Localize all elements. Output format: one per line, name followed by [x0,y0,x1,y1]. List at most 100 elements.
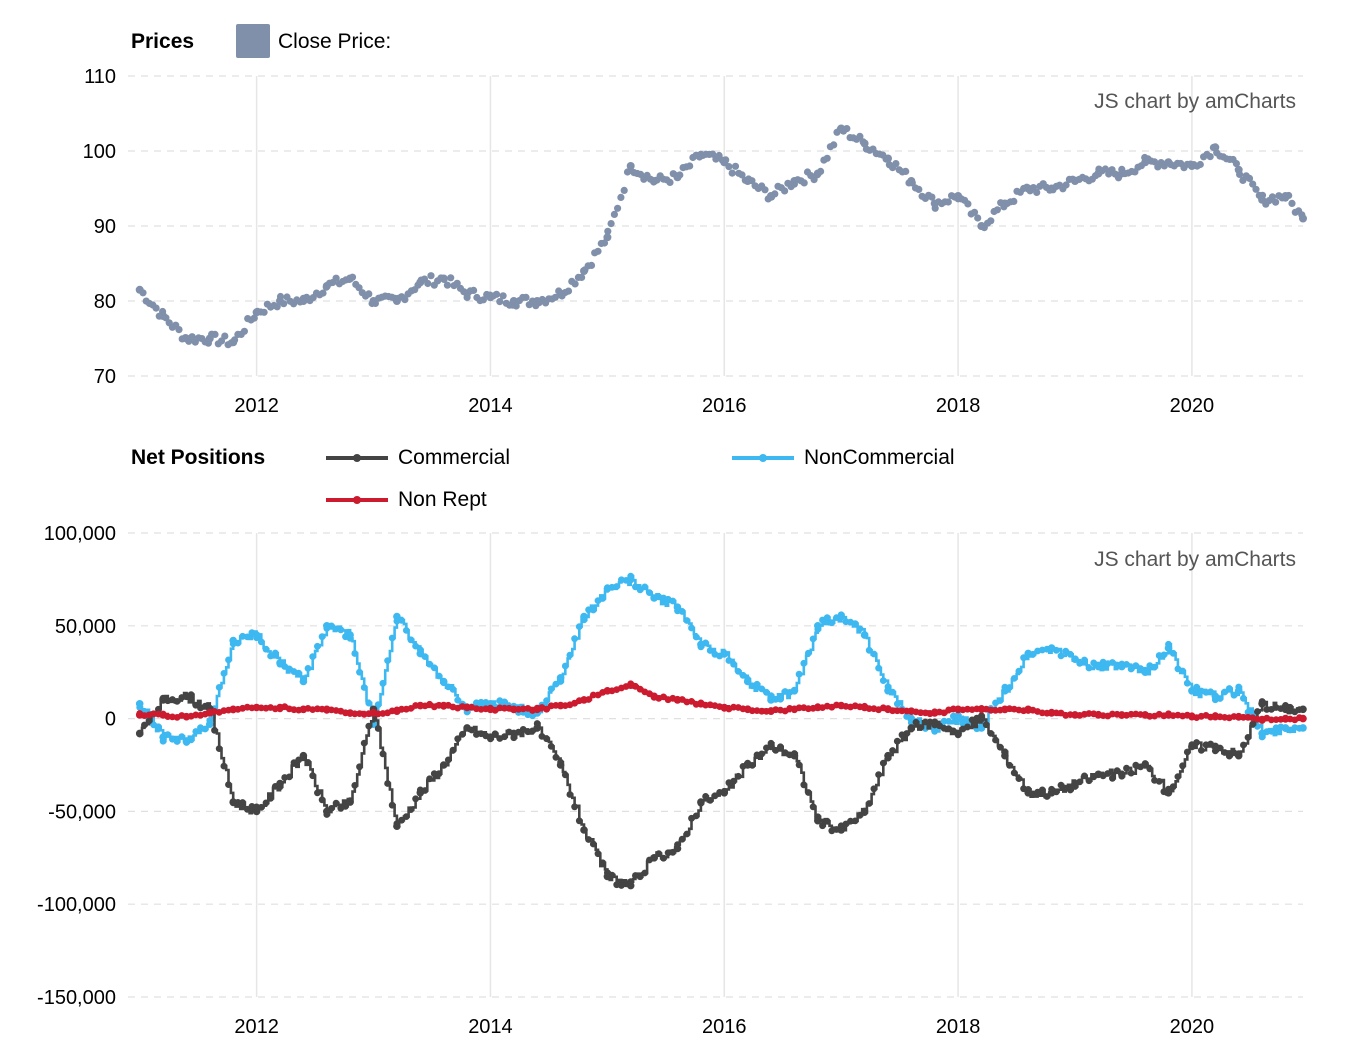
noncommercial-point [192,728,200,735]
nonrept-series [135,680,1307,724]
commercial-point [182,692,191,701]
price-point [954,192,963,200]
commercial-legend-marker [326,454,388,462]
commercial-point [1281,705,1290,714]
close-price-legend-label[interactable]: Close Price: [278,30,392,53]
noncommercial-point [697,640,705,649]
price-point [987,217,995,225]
noncommercial-point [1230,691,1238,699]
legend-item-commercial[interactable]: Commercial [326,446,586,472]
commercial-point [412,795,419,803]
price-point [837,124,846,133]
commercial-point [1081,772,1088,780]
noncommercial-point [865,646,873,654]
noncommercial-point [692,633,700,641]
noncommercial-point [1160,651,1168,659]
noncommercial-point [547,685,555,693]
noncommercial-point [1281,724,1290,732]
nonrept-point [1118,711,1126,719]
commercial-point [173,698,181,705]
noncommercial-point [1258,729,1266,738]
price-ytick-label: 80 [94,291,116,313]
commercial-point [1183,748,1191,756]
price-point [152,304,160,312]
nonrept-point [884,705,892,714]
legend-item-noncommercial[interactable]: NonCommercial [732,446,1012,472]
legend-item-nonrept[interactable]: Non Rept [326,488,586,514]
nonrept-point [1299,714,1307,723]
noncommercial-point [641,583,649,591]
price-point [1232,160,1240,168]
commercial-point [982,721,990,729]
noncommercial-point [416,649,425,658]
commercial-point [407,806,415,813]
noncommercial-point [135,700,144,708]
price-point [580,267,588,275]
commercial-point [314,789,321,797]
noncommercial-point [1024,649,1032,658]
noncommercial-point [879,677,887,684]
price-point [614,204,622,212]
nonrept-point [1164,711,1173,719]
noncommercial-point [299,677,308,686]
nonrept-point [589,691,597,699]
commercial-point [893,737,901,745]
price-point [1272,198,1280,206]
noncommercial-point [828,619,836,627]
commercial-point [543,735,550,743]
noncommercial-point [402,627,410,634]
commercial-point [299,751,308,760]
price-point [800,179,808,187]
noncommercial-legend-label: NonCommercial [804,446,955,469]
price-xtick-label: 2014 [468,395,513,417]
noncommercial-point [337,626,345,634]
commercial-point [439,761,448,769]
price-point [346,274,355,283]
noncommercial-point [252,631,261,639]
noncommercial-point [646,589,653,596]
noncommercial-point [777,695,784,703]
commercial-point [889,747,896,754]
close-price-legend-swatch[interactable] [236,24,270,58]
commercial-point [257,803,265,811]
noncommercial-point [753,680,761,688]
price-point [1252,185,1260,193]
noncommercial-point [243,633,251,641]
nonrept-point [182,712,191,721]
price-point [604,227,612,235]
commercial-point [252,807,261,816]
price-point [1141,158,1150,167]
price-point [1206,153,1214,161]
prices-chart[interactable]: 2012 2014 2016 2018 2020 110 100 90 80 70 JS chart… [0,0,1350,430]
price-credit: JS chart by amCharts [1094,90,1296,113]
price-point [463,289,472,298]
price-point [731,162,740,170]
commercial-point [987,730,995,737]
price-point [944,198,952,206]
price-point [666,178,674,186]
price-point [240,327,248,335]
price-point [781,187,789,195]
price-point [273,303,281,311]
positions-xtick-label: 2012 [234,1016,279,1038]
commercial-point [702,793,709,800]
commercial-point [398,816,405,824]
commercial-point [678,835,686,843]
commercial-point [1258,700,1266,708]
price-point [322,282,331,290]
commercial-point [318,796,326,804]
noncommercial-point [790,687,799,695]
price-point [930,199,939,208]
price-point [369,297,378,305]
noncommercial-point [439,677,448,686]
price-point [1047,184,1056,193]
nonrept-point [1211,712,1220,721]
nonrept-point [323,705,331,714]
nonrept-point [977,705,986,714]
nonrept-point [206,709,214,717]
commercial-point [211,726,218,734]
price-point [915,185,923,193]
noncommercial-point [669,597,677,605]
noncommercial-point [206,720,214,728]
